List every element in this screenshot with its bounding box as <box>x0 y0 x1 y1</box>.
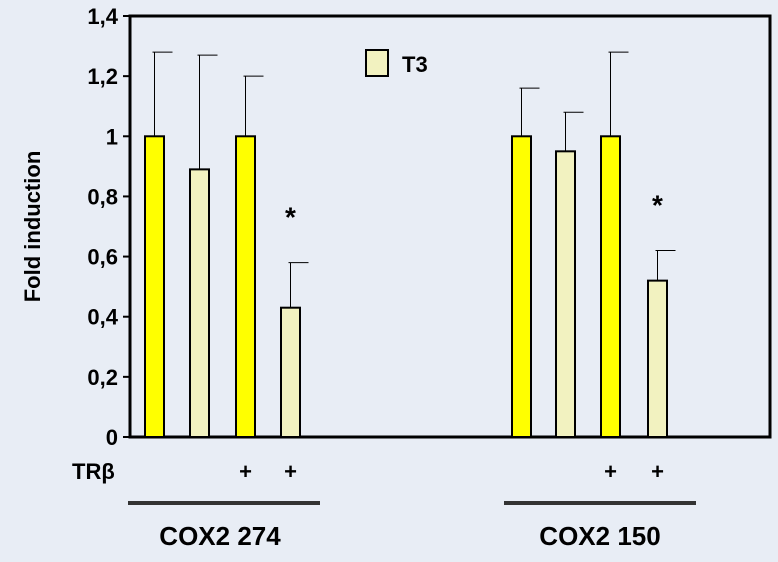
bar-control <box>236 136 255 437</box>
plot-frame <box>130 16 770 437</box>
trb-plus-marker: + <box>651 459 664 484</box>
trb-row-label: TRβ <box>72 459 115 484</box>
trb-plus-marker: + <box>604 459 617 484</box>
y-tick-label: 0,8 <box>87 184 118 209</box>
group-label: COX2 150 <box>539 521 660 551</box>
bar-control <box>512 136 531 437</box>
bar-t3 <box>556 151 575 437</box>
significance-asterisk: * <box>652 190 663 221</box>
bar-t3 <box>190 169 209 437</box>
legend-swatch-t3 <box>366 50 388 76</box>
y-tick-label: 1 <box>106 124 118 149</box>
y-tick-label: 0 <box>106 425 118 450</box>
y-tick-label: 0,2 <box>87 365 118 390</box>
trb-plus-marker: + <box>284 459 297 484</box>
significance-asterisk: * <box>285 202 296 233</box>
bar-t3 <box>648 281 667 437</box>
y-tick-label: 1,2 <box>87 64 118 89</box>
y-tick-label: 1,4 <box>87 4 118 29</box>
y-axis-title: Fold induction <box>20 151 45 303</box>
y-tick-label: 0,4 <box>87 305 118 330</box>
bar-control <box>145 136 164 437</box>
group-label: COX2 274 <box>159 521 281 551</box>
trb-plus-marker: + <box>239 459 252 484</box>
y-tick-label: 0,6 <box>87 245 118 270</box>
bar-control <box>601 136 620 437</box>
bar-t3 <box>281 308 300 437</box>
legend-label-t3: T3 <box>402 52 428 77</box>
